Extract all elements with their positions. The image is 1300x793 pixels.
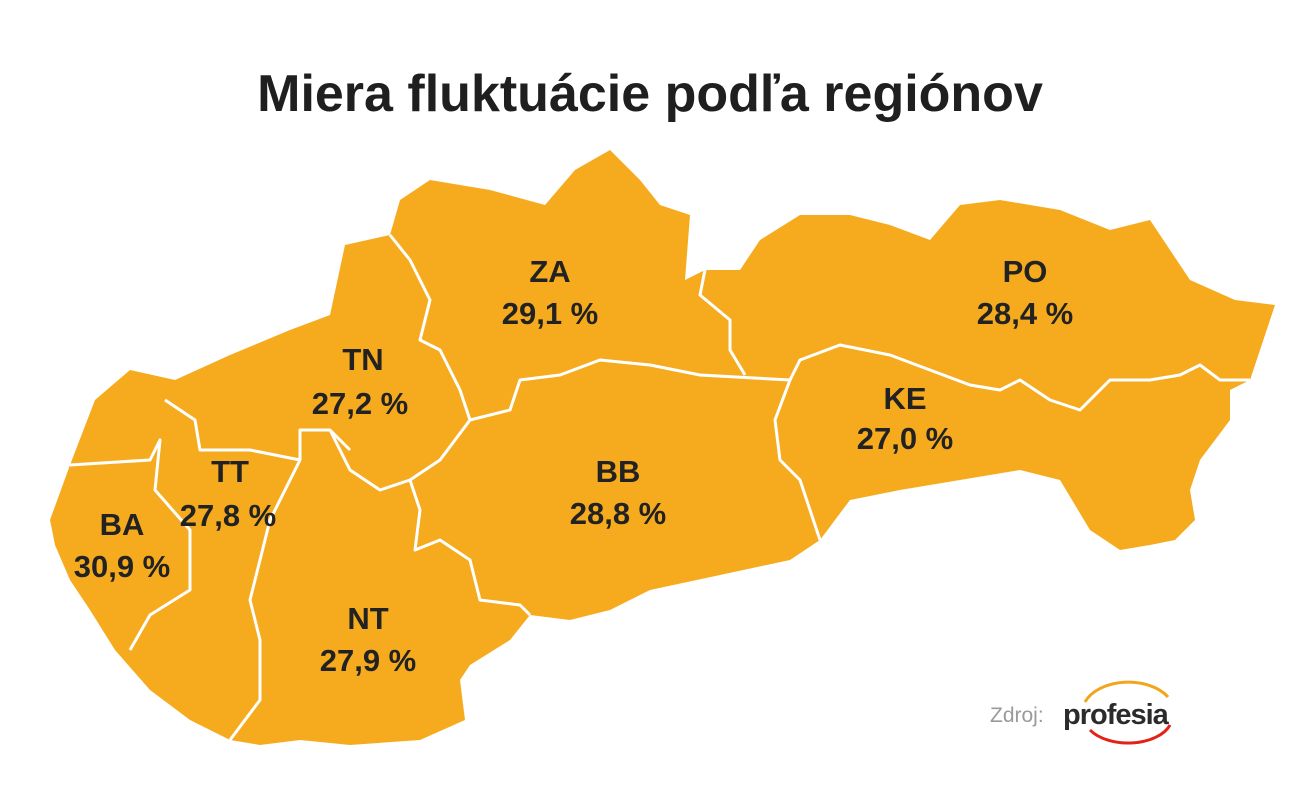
- border-tn-za: [388, 234, 472, 482]
- region-value: 27,8 %: [180, 498, 277, 533]
- border-po-ke: [788, 343, 1250, 412]
- region-value: 30,9 %: [74, 549, 171, 584]
- border-tt-tn: [164, 398, 352, 462]
- region-value: 28,4 %: [977, 296, 1074, 331]
- border-tt-nt: [228, 459, 302, 741]
- region-code: ZA: [529, 254, 570, 289]
- border-za-po: [698, 269, 747, 376]
- country-shape: [50, 150, 1275, 745]
- region-code: BB: [596, 454, 641, 489]
- border-bb-ke: [773, 379, 822, 541]
- region-value: 27,0 %: [857, 421, 954, 456]
- region-code: TT: [211, 454, 249, 489]
- logo-swoosh-top: [1083, 680, 1170, 703]
- region-code: PO: [1003, 254, 1048, 289]
- region-code: BA: [100, 507, 145, 542]
- title: Miera fluktuácie podľa regiónov: [257, 65, 1043, 123]
- region-code: NT: [347, 601, 388, 636]
- region-value: 27,2 %: [312, 386, 409, 421]
- region-borders: [69, 234, 1250, 741]
- region-labels: ZA 29,1 % PO 28,4 % TN 27,2 % KE 27,0 % …: [74, 254, 1074, 678]
- source-label: Zdroj:: [990, 704, 1044, 727]
- logo-swoosh-bottom: [1088, 724, 1172, 745]
- source: Zdroj: profesia: [990, 680, 1172, 745]
- region-code: KE: [883, 381, 926, 416]
- region-value: 29,1 %: [502, 296, 599, 331]
- border-za-bb: [469, 358, 791, 422]
- region-value: 27,9 %: [320, 643, 417, 678]
- region-value: 28,8 %: [570, 496, 667, 531]
- region-code: TN: [342, 342, 383, 377]
- border-nt-bb: [408, 479, 532, 617]
- brand-logo: profesia: [1063, 699, 1170, 731]
- border-tn-nt: [328, 429, 411, 492]
- border-ba-tt: [69, 438, 192, 651]
